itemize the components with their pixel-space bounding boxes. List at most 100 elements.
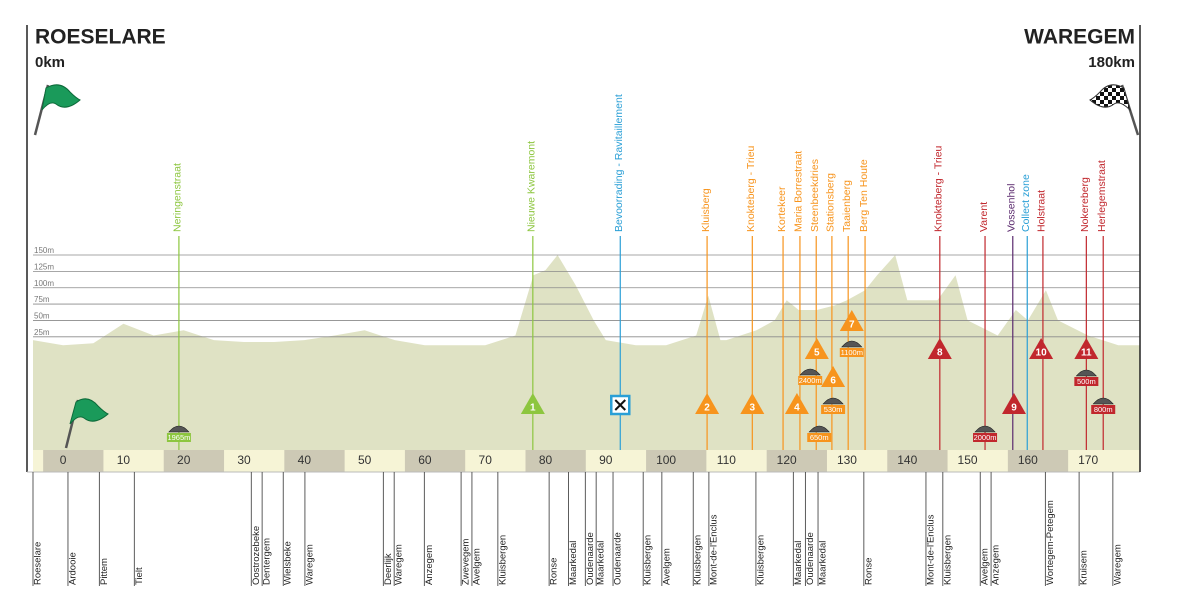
cobble-icon [168,425,190,433]
climb-number: 5 [814,348,820,359]
town-label: Oudenaarde [805,532,816,585]
cobble-label: 530m [824,405,843,414]
finish-flag [1089,84,1140,136]
town-label: Dentergem [262,538,273,585]
km-stripe [43,450,104,472]
end-distance: 180km [1088,54,1135,71]
town-label: Oostrozebeke [251,526,262,585]
cobble-icon [799,368,821,376]
cobble-box [973,433,998,442]
town-label: Kruisem [1079,550,1090,585]
climb-marker [1029,338,1054,359]
y-tick-label: 50m [34,312,50,321]
cobble-label: 650m [810,433,829,442]
y-tick-label: 100m [34,279,54,288]
km-stripe [1007,450,1069,472]
town-label: Wielsbeke [283,541,294,585]
town-label: Maarkedal [596,541,607,585]
climb-number: 11 [1081,348,1092,359]
y-tick-label: 25m [34,328,50,337]
cobble-icon [822,397,844,405]
y-tick-label: 125m [34,262,54,271]
climb-marker [740,393,765,414]
x-tick-label: 90 [599,453,613,467]
town-label: Pittem [99,558,110,585]
feed-zone-icon [614,399,626,411]
cobble-icon [974,425,996,433]
cobble-icon [1092,397,1114,405]
town-label: Oudenaarde [585,532,596,585]
cobble-box [1074,377,1099,386]
climb-number: 9 [1011,403,1017,414]
town-label: Kluisbergen [693,535,704,585]
km-stripe [404,450,466,472]
climb-marker [804,338,829,359]
x-tick-label: 170 [1078,453,1098,467]
climb-number: 3 [750,403,756,414]
town-label: Kluisbergen [643,535,654,585]
town-label: Kluisbergen [942,535,953,585]
town-label: Wortegem-Petegem [1045,500,1056,585]
km-stripe [887,450,948,472]
town-label: Avelgem [661,548,672,585]
town-label: Oudenaarde [613,532,624,585]
cobble-box [839,348,864,357]
point-label: Holstraat [1036,190,1048,232]
x-tick-label: 40 [298,453,312,467]
town-label: Kluisbergen [755,535,766,585]
cobble-box [798,376,823,385]
km-stripe [646,450,707,472]
point-label: Kortekeer [776,186,788,232]
point-label: Nokereberg [1079,177,1091,232]
climb-number: 4 [794,403,800,414]
cobble-box [807,433,832,442]
x-tick-label: 30 [237,453,251,467]
cobble-icon [1075,369,1097,377]
climb-marker [784,393,809,414]
km-stripe [766,450,827,472]
x-tick-label: 120 [777,453,797,467]
town-label: Ardooie [67,552,78,585]
elevation-area [33,255,1140,450]
cobble-label: 2400m [799,376,822,385]
town-label: Mont-de-l'Enclus [925,514,936,585]
start-distance: 0km [35,54,65,71]
climb-number: 7 [849,320,855,331]
cobble-icon [841,340,863,348]
x-tick-label: 70 [479,453,493,467]
point-label: Knokteberg - Trieu [933,145,945,232]
x-tick-label: 60 [418,453,432,467]
climb-marker [695,393,720,414]
x-tick-label: 10 [117,453,131,467]
point-label: Kluisberg [700,188,712,232]
point-label: Bevoorrading - Ravitaillement [613,94,625,232]
climb-number: 10 [1036,348,1048,359]
town-label: Mont-de-l'Enclus [708,514,719,585]
x-tick-label: 160 [1018,453,1038,467]
point-label: Herlegemstraat [1096,160,1108,232]
point-label: Varent [978,202,990,232]
town-label: Ronse [549,558,560,585]
climb-marker [1074,338,1099,359]
x-tick-label: 20 [177,453,191,467]
marker-layer: 1 2 3 4 5 6 7 8 9 10 11 1965m 650m 2400m 530m 1100m 2000… [166,310,1116,442]
cobble-label: 2000m [974,433,997,442]
point-label: Neringenstraat [172,163,184,232]
x-tick-label: 130 [837,453,857,467]
x-tick-label: 80 [539,453,553,467]
town-label: Avelgem [980,548,991,585]
point-label: Berg Ten Houte [858,159,870,232]
climb-number: 1 [530,403,536,414]
point-label: Maria Borrestraat [793,151,805,232]
town-label: Tielt [134,567,145,585]
cobble-label: 500m [1077,377,1096,386]
town-label: Maarkedal [568,541,579,585]
point-label: Collect zone [1020,174,1032,232]
cobble-label: 1965m [167,433,190,442]
town-label: Waregem [1112,544,1123,585]
cobble-label: 1100m [841,348,863,357]
climb-number: 6 [830,376,836,387]
town-label: Waregem [394,544,405,585]
km-stripe [163,450,225,472]
